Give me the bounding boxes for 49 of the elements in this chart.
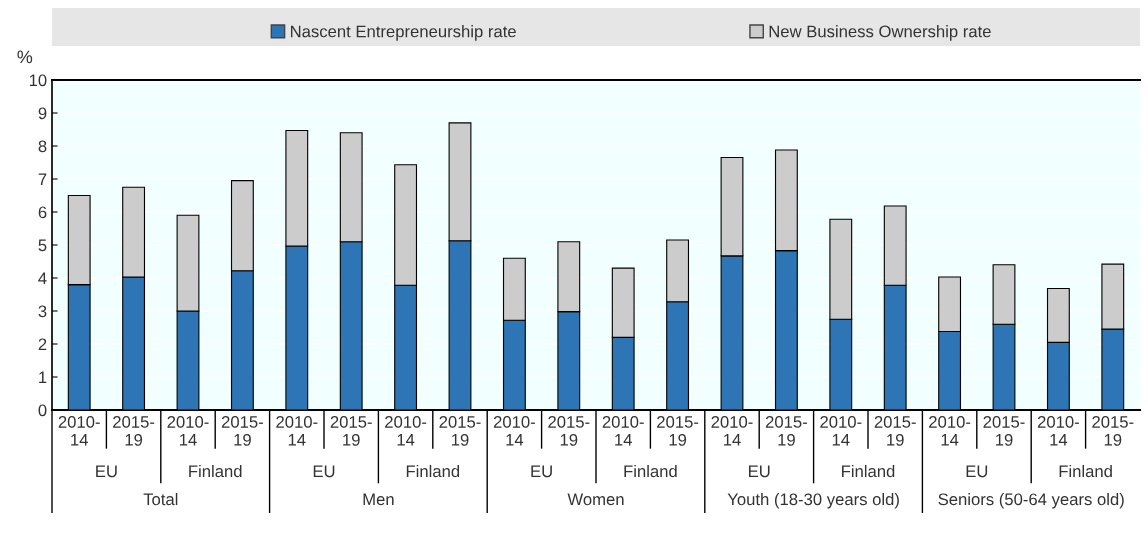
x-tick-label: 2010- 14 — [58, 416, 100, 446]
x-tick-label: 2015- 19 — [657, 416, 699, 446]
x-tick-label: 2010- 14 — [276, 416, 318, 446]
text: Finland — [189, 464, 242, 478]
y-tick-label: 4 — [38, 272, 47, 285]
text: Finland — [1059, 464, 1112, 478]
y-tick-label: 1 — [39, 371, 47, 384]
y-tick-label: 2 — [38, 338, 47, 351]
text: Women — [567, 493, 624, 506]
y-axis-title: % — [17, 50, 33, 64]
x-tick-label: 2015- 19 — [1092, 416, 1134, 446]
y-tick-label: 3 — [38, 305, 47, 318]
x-tick-label: 2010- 14 — [167, 416, 209, 446]
y-tick-label: 6 — [38, 206, 47, 219]
y-tick-label: 7 — [38, 173, 47, 186]
legend-label: Nascent Entrepreneurship rate — [291, 25, 516, 41]
text: EU — [966, 465, 988, 478]
text: EU — [96, 465, 117, 478]
y-tick-label: 0 — [38, 404, 47, 417]
x-tick-label: 2010- 14 — [711, 416, 753, 446]
x-tick-label: 2010- 14 — [493, 416, 535, 446]
text: Finland — [406, 464, 460, 478]
y-tick-label: 10 — [29, 74, 47, 87]
x-tick-label: 2015- 19 — [548, 416, 590, 446]
text: EU — [748, 465, 770, 478]
y-tick-label: 5 — [38, 239, 47, 252]
text: Men — [363, 493, 394, 506]
y-tick-label: 8 — [38, 140, 47, 153]
text: Finland — [842, 464, 895, 478]
x-tick-label: 2010- 14 — [929, 416, 971, 446]
x-tick-label: 2015- 19 — [439, 416, 481, 446]
text: Finland — [624, 464, 677, 478]
x-tick-label: 2010- 14 — [1037, 416, 1079, 446]
x-tick-label: 2015- 19 — [221, 416, 263, 446]
text: EU — [531, 465, 552, 478]
text: Total — [143, 492, 178, 506]
x-tick-label: 2015- 19 — [765, 416, 807, 446]
y-tick-label: 9 — [38, 107, 47, 120]
text: EU — [313, 465, 335, 478]
x-tick-label: 2015- 19 — [330, 416, 372, 446]
legend-label: New Business Ownership rate — [769, 25, 991, 41]
text: Seniors (50-64 years old) — [938, 492, 1124, 509]
x-tick-label: 2015- 19 — [874, 416, 916, 446]
x-tick-label: 2010- 14 — [385, 416, 427, 446]
x-tick-label: 2010- 14 — [820, 416, 862, 446]
text: Youth (18-30 years old) — [727, 492, 899, 509]
x-tick-label: 2015- 19 — [983, 416, 1025, 446]
x-tick-label: 2015- 19 — [113, 416, 155, 446]
x-tick-label: 2010- 14 — [602, 416, 644, 446]
